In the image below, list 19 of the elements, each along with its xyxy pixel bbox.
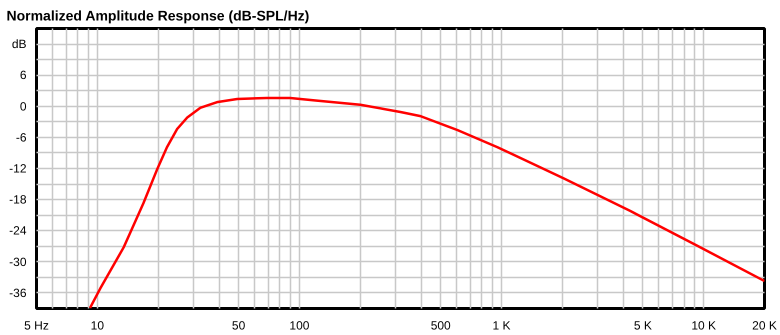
x-tick-label: 100 [289,318,310,332]
x-tick-label: 1 K [492,318,511,332]
y-tick-label: -24 [9,224,27,238]
y-tick-label: 0 [20,99,27,114]
y-tick-label: -18 [9,192,27,207]
x-tick-label: 500 [430,318,452,332]
y-tick-label: -6 [16,130,27,144]
x-tick-label: 5 Hz [24,318,49,332]
x-tick-label: 20 K [752,318,777,332]
y-tick-label: 6 [20,68,27,82]
y-tick-label: -30 [9,254,27,269]
x-tick-label: 10 K [691,318,716,332]
x-tick-label: 5 K [634,318,652,332]
y-tick-label: -36 [9,286,27,300]
chart-title: Normalized Amplitude Response (dB-SPL/Hz) [6,8,310,24]
x-tick-label: 50 [232,318,246,332]
y-tick-label: dB [12,37,27,52]
y-tick-label: -12 [9,162,27,176]
x-tick-label: 10 [90,318,104,332]
